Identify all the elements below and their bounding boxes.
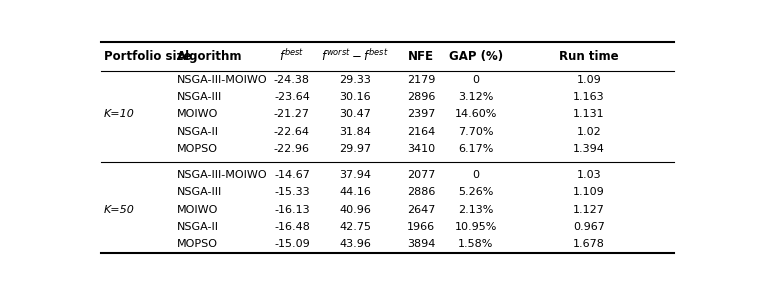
Text: 43.96: 43.96 (339, 239, 371, 249)
Text: MOIWO: MOIWO (178, 205, 219, 215)
Text: $f^{worst}-f^{best}$: $f^{worst}-f^{best}$ (321, 48, 389, 64)
Text: Portfolio size: Portfolio size (104, 50, 191, 63)
Text: -22.96: -22.96 (274, 144, 310, 154)
Text: 29.97: 29.97 (339, 144, 371, 154)
Text: $f^{best}$: $f^{best}$ (279, 48, 304, 64)
Text: 1.163: 1.163 (573, 92, 605, 102)
Text: Algorithm: Algorithm (178, 50, 243, 63)
Text: 5.26%: 5.26% (458, 187, 493, 197)
Text: NSGA-III-MOIWO: NSGA-III-MOIWO (178, 170, 268, 180)
Text: 6.17%: 6.17% (458, 144, 493, 154)
Text: Run time: Run time (559, 50, 619, 63)
Text: NSGA-II: NSGA-II (178, 127, 219, 137)
Text: 1966: 1966 (408, 222, 436, 232)
Text: 0: 0 (472, 75, 479, 85)
Text: NSGA-III: NSGA-III (178, 187, 222, 197)
Text: -21.27: -21.27 (274, 110, 310, 119)
Text: 3894: 3894 (407, 239, 436, 249)
Text: MOPSO: MOPSO (178, 144, 219, 154)
Text: 0.967: 0.967 (573, 222, 605, 232)
Text: -14.67: -14.67 (274, 170, 310, 180)
Text: 1.03: 1.03 (577, 170, 601, 180)
Text: 3.12%: 3.12% (458, 92, 493, 102)
Text: -24.38: -24.38 (274, 75, 310, 85)
Text: 3410: 3410 (408, 144, 436, 154)
Text: 1.131: 1.131 (573, 110, 605, 119)
Text: 2164: 2164 (408, 127, 436, 137)
Text: 2.13%: 2.13% (458, 205, 493, 215)
Text: 2077: 2077 (407, 170, 436, 180)
Text: GAP (%): GAP (%) (449, 50, 502, 63)
Text: 0: 0 (472, 170, 479, 180)
Text: -15.09: -15.09 (274, 239, 310, 249)
Text: NFE: NFE (408, 50, 434, 63)
Text: MOIWO: MOIWO (178, 110, 219, 119)
Text: 1.127: 1.127 (573, 205, 605, 215)
Text: 37.94: 37.94 (339, 170, 371, 180)
Text: 1.58%: 1.58% (458, 239, 493, 249)
Text: -23.64: -23.64 (274, 92, 310, 102)
Text: K=50: K=50 (104, 205, 134, 215)
Text: 2179: 2179 (407, 75, 436, 85)
Text: 1.109: 1.109 (573, 187, 605, 197)
Text: -15.33: -15.33 (274, 187, 310, 197)
Text: 44.16: 44.16 (339, 187, 371, 197)
Text: -22.64: -22.64 (274, 127, 310, 137)
Text: MOPSO: MOPSO (178, 239, 219, 249)
Text: NSGA-III: NSGA-III (178, 92, 222, 102)
Text: -16.13: -16.13 (274, 205, 310, 215)
Text: -16.48: -16.48 (274, 222, 310, 232)
Text: 2397: 2397 (407, 110, 436, 119)
Text: 30.47: 30.47 (339, 110, 371, 119)
Text: NSGA-III-MOIWO: NSGA-III-MOIWO (178, 75, 268, 85)
Text: 14.60%: 14.60% (455, 110, 497, 119)
Text: NSGA-II: NSGA-II (178, 222, 219, 232)
Text: K=10: K=10 (104, 110, 134, 119)
Text: 1.678: 1.678 (573, 239, 605, 249)
Text: 2896: 2896 (407, 92, 436, 102)
Text: 40.96: 40.96 (339, 205, 371, 215)
Text: 7.70%: 7.70% (458, 127, 493, 137)
Text: 42.75: 42.75 (339, 222, 371, 232)
Text: 1.09: 1.09 (577, 75, 601, 85)
Text: 1.394: 1.394 (573, 144, 605, 154)
Text: 2647: 2647 (407, 205, 436, 215)
Text: 29.33: 29.33 (339, 75, 371, 85)
Text: 2886: 2886 (407, 187, 436, 197)
Text: 10.95%: 10.95% (455, 222, 497, 232)
Text: 31.84: 31.84 (339, 127, 371, 137)
Text: 30.16: 30.16 (339, 92, 371, 102)
Text: 1.02: 1.02 (577, 127, 601, 137)
